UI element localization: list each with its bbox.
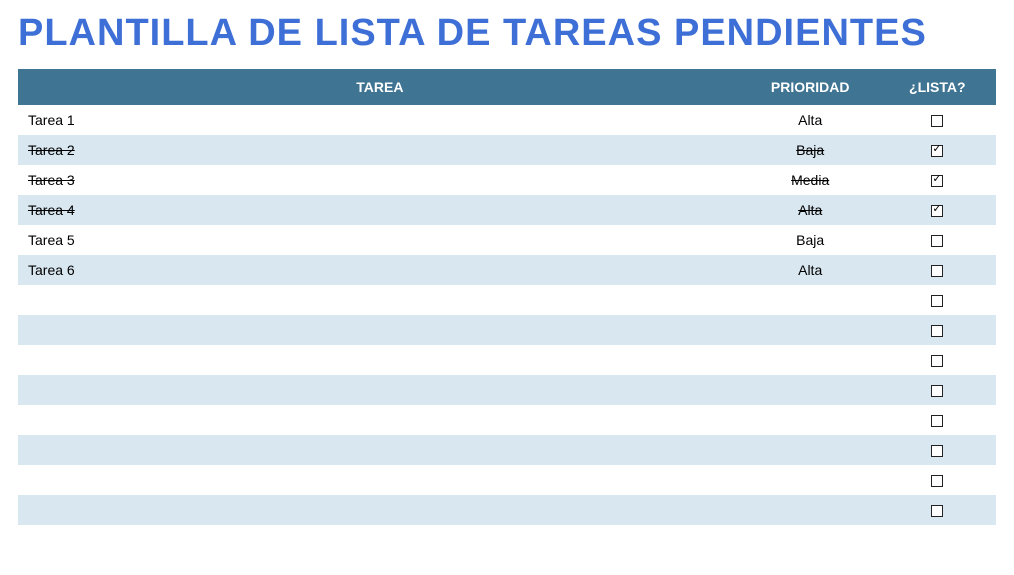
done-checkbox[interactable] bbox=[931, 115, 943, 127]
table-row bbox=[18, 315, 996, 345]
done-checkbox[interactable] bbox=[931, 385, 943, 397]
done-checkbox[interactable] bbox=[931, 295, 943, 307]
done-checkbox[interactable] bbox=[931, 175, 943, 187]
done-cell bbox=[879, 285, 996, 315]
table-row: Tarea 3Media bbox=[18, 165, 996, 195]
priority-cell[interactable]: Baja bbox=[742, 225, 879, 255]
done-cell bbox=[879, 435, 996, 465]
table-row bbox=[18, 285, 996, 315]
task-cell[interactable]: Tarea 5 bbox=[18, 225, 742, 255]
done-cell bbox=[879, 315, 996, 345]
task-cell[interactable] bbox=[18, 405, 742, 435]
task-cell[interactable]: Tarea 3 bbox=[18, 165, 742, 195]
done-checkbox[interactable] bbox=[931, 325, 943, 337]
table-row bbox=[18, 465, 996, 495]
done-checkbox[interactable] bbox=[931, 145, 943, 157]
task-cell[interactable] bbox=[18, 375, 742, 405]
table-row: Tarea 1Alta bbox=[18, 105, 996, 135]
done-checkbox[interactable] bbox=[931, 475, 943, 487]
done-cell bbox=[879, 135, 996, 165]
task-cell[interactable] bbox=[18, 435, 742, 465]
done-cell bbox=[879, 345, 996, 375]
priority-cell[interactable] bbox=[742, 405, 879, 435]
todo-table: TAREA PRIORIDAD ¿LISTA? Tarea 1AltaTarea… bbox=[18, 69, 996, 525]
task-cell[interactable]: Tarea 1 bbox=[18, 105, 742, 135]
priority-cell[interactable]: Alta bbox=[742, 255, 879, 285]
page-title: PLANTILLA DE LISTA DE TAREAS PENDIENTES bbox=[18, 12, 996, 55]
table-row: Tarea 4Alta bbox=[18, 195, 996, 225]
priority-cell[interactable] bbox=[742, 495, 879, 525]
done-cell bbox=[879, 255, 996, 285]
table-row bbox=[18, 495, 996, 525]
task-cell[interactable]: Tarea 6 bbox=[18, 255, 742, 285]
done-checkbox[interactable] bbox=[931, 445, 943, 457]
column-header-priority: PRIORIDAD bbox=[742, 69, 879, 105]
priority-cell[interactable] bbox=[742, 435, 879, 465]
table-row bbox=[18, 345, 996, 375]
table-row: Tarea 5Baja bbox=[18, 225, 996, 255]
priority-cell[interactable]: Alta bbox=[742, 105, 879, 135]
done-cell bbox=[879, 165, 996, 195]
done-cell bbox=[879, 495, 996, 525]
task-cell[interactable] bbox=[18, 465, 742, 495]
column-header-done: ¿LISTA? bbox=[879, 69, 996, 105]
table-header-row: TAREA PRIORIDAD ¿LISTA? bbox=[18, 69, 996, 105]
done-cell bbox=[879, 105, 996, 135]
task-cell[interactable] bbox=[18, 315, 742, 345]
priority-cell[interactable]: Baja bbox=[742, 135, 879, 165]
priority-cell[interactable] bbox=[742, 375, 879, 405]
priority-cell[interactable] bbox=[742, 315, 879, 345]
done-cell bbox=[879, 195, 996, 225]
table-row bbox=[18, 405, 996, 435]
priority-cell[interactable]: Alta bbox=[742, 195, 879, 225]
priority-cell[interactable] bbox=[742, 345, 879, 375]
column-header-task: TAREA bbox=[18, 69, 742, 105]
table-row: Tarea 2Baja bbox=[18, 135, 996, 165]
done-cell bbox=[879, 375, 996, 405]
done-checkbox[interactable] bbox=[931, 265, 943, 277]
table-row bbox=[18, 435, 996, 465]
done-cell bbox=[879, 405, 996, 435]
done-checkbox[interactable] bbox=[931, 355, 943, 367]
table-row: Tarea 6Alta bbox=[18, 255, 996, 285]
priority-cell[interactable] bbox=[742, 465, 879, 495]
done-checkbox[interactable] bbox=[931, 205, 943, 217]
done-checkbox[interactable] bbox=[931, 505, 943, 517]
task-cell[interactable]: Tarea 4 bbox=[18, 195, 742, 225]
task-cell[interactable] bbox=[18, 285, 742, 315]
table-row bbox=[18, 375, 996, 405]
priority-cell[interactable] bbox=[742, 285, 879, 315]
done-cell bbox=[879, 225, 996, 255]
done-checkbox[interactable] bbox=[931, 415, 943, 427]
task-cell[interactable] bbox=[18, 495, 742, 525]
task-cell[interactable] bbox=[18, 345, 742, 375]
priority-cell[interactable]: Media bbox=[742, 165, 879, 195]
task-cell[interactable]: Tarea 2 bbox=[18, 135, 742, 165]
done-checkbox[interactable] bbox=[931, 235, 943, 247]
done-cell bbox=[879, 465, 996, 495]
